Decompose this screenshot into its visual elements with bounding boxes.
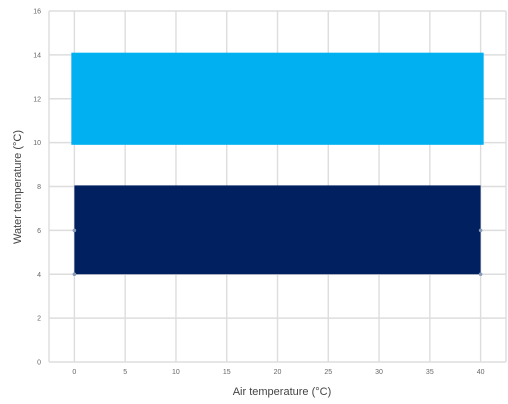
x-tick-label: 25	[324, 369, 332, 376]
point-layer	[72, 228, 483, 277]
y-tick-label: 4	[37, 272, 41, 279]
data-point	[478, 272, 483, 277]
y-axis-title: Water temperature (°C)	[12, 130, 24, 244]
y-tick-label: 6	[37, 228, 41, 235]
x-axis-title: Air temperature (°C)	[233, 386, 332, 398]
y-tick-label: 8	[37, 184, 41, 191]
x-tick-label: 40	[477, 369, 485, 376]
y-tick-label: 14	[33, 52, 41, 59]
data-point	[478, 228, 483, 233]
x-tick-label: 30	[375, 369, 383, 376]
series-band-1	[74, 185, 481, 275]
y-tick-label: 2	[37, 316, 41, 323]
x-tick-label: 10	[172, 369, 180, 376]
y-tick-label: 10	[33, 140, 41, 147]
series-band-0	[71, 52, 484, 145]
y-tick-label: 12	[33, 96, 41, 103]
x-tick-label: 35	[426, 369, 434, 376]
x-tick-label: 0	[72, 369, 76, 376]
data-point	[72, 228, 77, 233]
y-tick-label: 0	[37, 360, 41, 367]
tick-layer: 0 5 10 15 20 25 30 35 40 0 2 4 6 8 10 12 14 16	[33, 9, 484, 377]
y-tick-label: 16	[33, 9, 41, 16]
x-tick-label: 5	[123, 369, 127, 376]
data-point	[72, 272, 77, 277]
x-tick-label: 15	[223, 369, 231, 376]
x-tick-label: 20	[274, 369, 282, 376]
band-layer	[71, 52, 484, 275]
